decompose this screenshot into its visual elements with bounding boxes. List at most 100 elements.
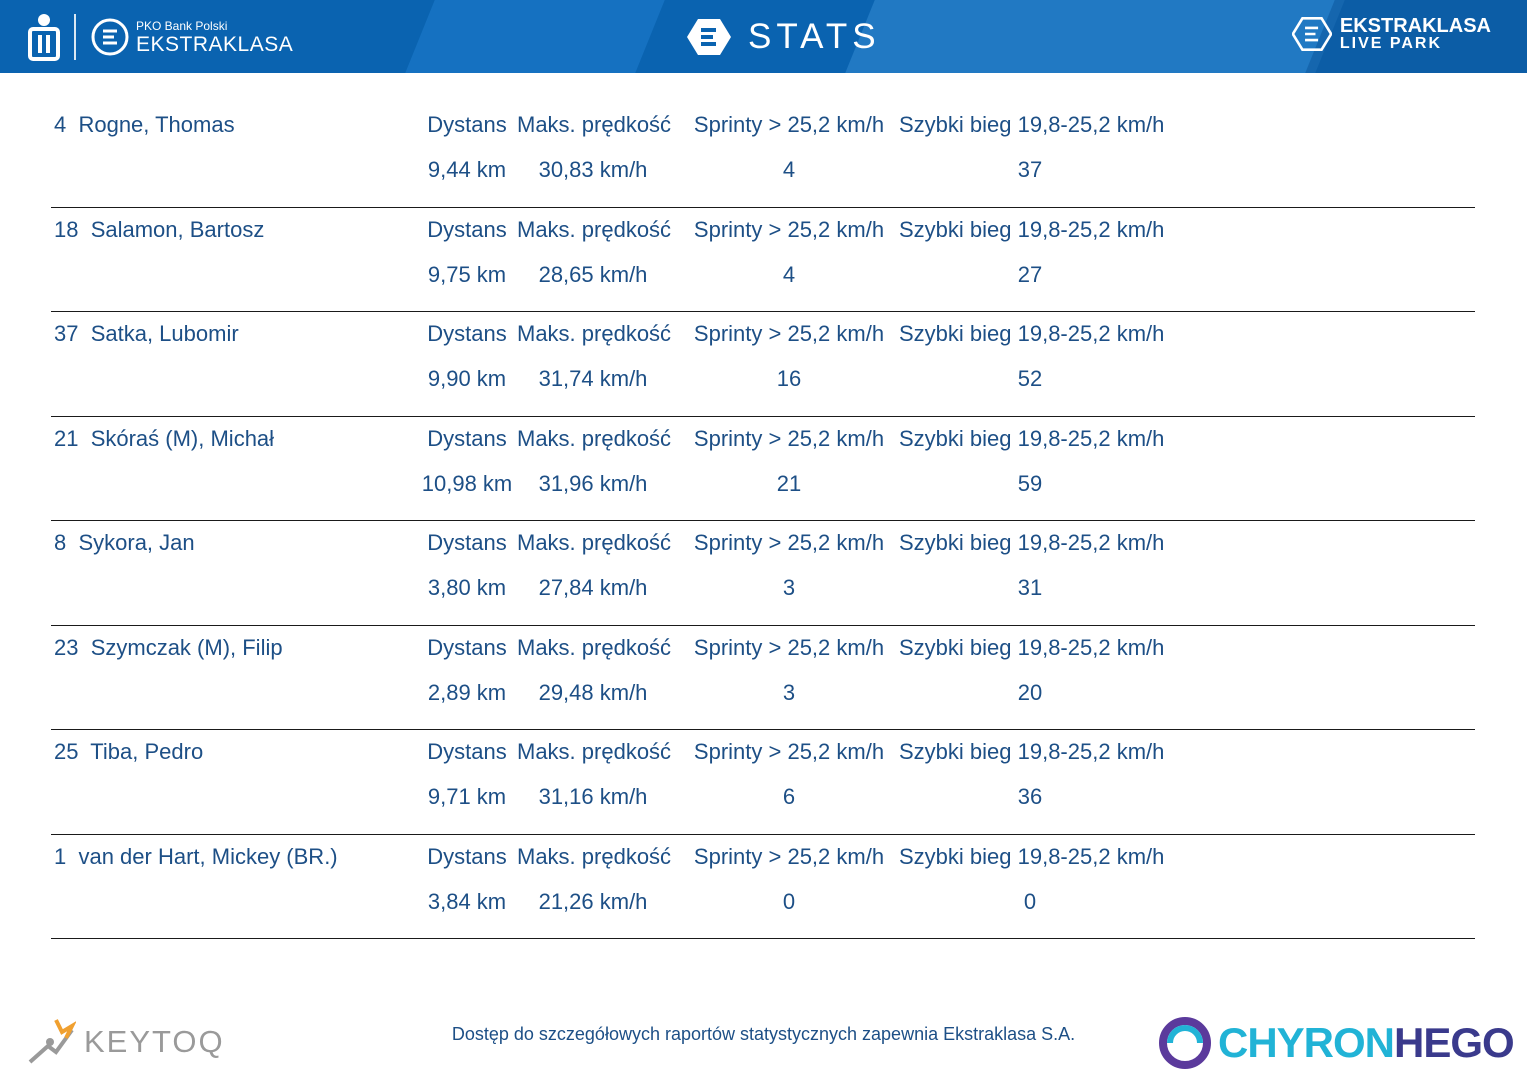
stats-title-text: STATS xyxy=(748,17,881,56)
max-speed-value: 30,83 km/h xyxy=(538,157,648,182)
distance-value: 3,84 km xyxy=(427,888,507,914)
sprints-label: Sprinty > 25,2 km/h xyxy=(693,112,885,137)
distance-label: Dystans xyxy=(427,112,507,137)
fast-runs-label: Szybki bieg 19,8-25,2 km/h xyxy=(899,216,1165,242)
player-row: 25 Tiba, Pedro Dystans Maks. prędkość Sp… xyxy=(51,730,1475,835)
fast-runs-label: Szybki bieg 19,8-25,2 km/h xyxy=(899,634,1165,660)
sprints-label: Sprinty > 25,2 km/h xyxy=(693,739,885,764)
max-speed-value: 31,16 km/h xyxy=(538,784,648,809)
player-name: 8 Sykora, Jan xyxy=(54,530,195,555)
player-name: 25 Tiba, Pedro xyxy=(54,739,204,764)
sprints-value: 0 xyxy=(782,888,796,914)
distance-value: 9,44 km xyxy=(427,157,507,182)
max-speed-label: Maks. prędkość xyxy=(517,425,672,451)
sprints-value: 3 xyxy=(782,575,796,600)
live-park-line1: EKSTRAKLASA xyxy=(1339,15,1491,37)
pko-bank-text: PKO Bank Polski xyxy=(136,18,228,33)
player-row: 37 Satka, Lubomir Dystans Maks. prędkość… xyxy=(51,312,1475,417)
logo-divider xyxy=(74,14,76,60)
player-stats-list: 4 Rogne, Thomas Dystans Maks. prędkość S… xyxy=(51,103,1475,939)
player-name: 1 van der Hart, Mickey (BR.) xyxy=(54,843,338,869)
fast-runs-value: 37 xyxy=(1017,157,1043,182)
header-stripe xyxy=(405,0,665,73)
pko-ekstraklasa-logo: PKO Bank Polski EKSTRAKLASA xyxy=(26,10,293,64)
max-speed-label: Maks. prędkość xyxy=(517,112,672,137)
player-name: 37 Satka, Lubomir xyxy=(54,321,239,346)
distance-label: Dystans xyxy=(427,530,507,555)
sprints-value: 6 xyxy=(782,784,796,809)
player-name: 23 Szymczak (M), Filip xyxy=(54,634,283,660)
sprints-value: 4 xyxy=(782,261,796,287)
fast-runs-value: 59 xyxy=(1017,470,1043,496)
sprints-label: Sprinty > 25,2 km/h xyxy=(693,216,885,242)
hego-text: HEGO xyxy=(1394,1019,1515,1066)
max-speed-value: 28,65 km/h xyxy=(538,261,648,287)
player-row: 4 Rogne, Thomas Dystans Maks. prędkość S… xyxy=(51,103,1475,208)
fast-runs-value: 27 xyxy=(1017,261,1043,287)
header-bar: PKO Bank Polski EKSTRAKLASA STATS EKSTRA… xyxy=(0,0,1527,73)
distance-value: 3,80 km xyxy=(427,575,507,600)
header-stripe xyxy=(845,0,1345,73)
sprints-label: Sprinty > 25,2 km/h xyxy=(693,425,885,451)
page-title: STATS xyxy=(686,14,881,60)
fast-runs-label: Szybki bieg 19,8-25,2 km/h xyxy=(899,843,1165,869)
player-row: 1 van der Hart, Mickey (BR.) Dystans Mak… xyxy=(51,835,1475,939)
distance-label: Dystans xyxy=(427,216,507,242)
sprints-value: 4 xyxy=(782,157,796,182)
player-name: 18 Salamon, Bartosz xyxy=(54,216,265,242)
fast-runs-value: 0 xyxy=(1023,888,1037,914)
sprints-value: 21 xyxy=(776,470,802,496)
fast-runs-label: Szybki bieg 19,8-25,2 km/h xyxy=(899,739,1165,764)
keytoq-text: KEYTOQ xyxy=(84,1024,225,1059)
max-speed-label: Maks. prędkość xyxy=(517,739,672,764)
sprints-label: Sprinty > 25,2 km/h xyxy=(693,843,885,869)
live-park-line2: LIVE PARK xyxy=(1339,35,1443,52)
fast-runs-value: 20 xyxy=(1017,679,1043,705)
fast-runs-label: Szybki bieg 19,8-25,2 km/h xyxy=(899,112,1165,137)
distance-value: 9,75 km xyxy=(427,261,507,287)
chyronhego-swirl-icon xyxy=(1159,1017,1211,1069)
keytoq-figure-icon xyxy=(28,1019,76,1064)
distance-label: Dystans xyxy=(427,634,507,660)
pko-piggybank-icon xyxy=(28,14,60,61)
fast-runs-value: 52 xyxy=(1017,366,1043,391)
player-name: 4 Rogne, Thomas xyxy=(54,112,235,137)
fast-runs-label: Szybki bieg 19,8-25,2 km/h xyxy=(899,425,1165,451)
distance-value: 10,98 km xyxy=(421,470,513,496)
ekstraklasa-e-icon xyxy=(687,19,731,55)
player-row: 23 Szymczak (M), Filip Dystans Maks. prę… xyxy=(51,626,1475,730)
keytoq-logo: KEYTOQ xyxy=(26,1016,225,1068)
ekstraklasa-badge-icon xyxy=(91,18,129,56)
max-speed-label: Maks. prędkość xyxy=(517,321,672,346)
sprints-label: Sprinty > 25,2 km/h xyxy=(693,321,885,346)
fast-runs-label: Szybki bieg 19,8-25,2 km/h xyxy=(899,321,1165,346)
player-name: 21 Skóraś (M), Michał xyxy=(54,425,275,451)
max-speed-value: 29,48 km/h xyxy=(538,679,648,705)
distance-value: 9,71 km xyxy=(427,784,507,809)
chyronhego-logo: CHYRON HEGO xyxy=(1158,1016,1515,1070)
max-speed-value: 31,74 km/h xyxy=(538,366,648,391)
max-speed-label: Maks. prędkość xyxy=(517,530,672,555)
ekstraklasa-live-park-logo: EKSTRAKLASA LIVE PARK xyxy=(1291,14,1491,54)
distance-label: Dystans xyxy=(427,843,507,869)
sprints-label: Sprinty > 25,2 km/h xyxy=(693,530,885,555)
max-speed-value: 31,96 km/h xyxy=(538,470,648,496)
max-speed-label: Maks. prędkość xyxy=(517,843,672,869)
distance-value: 2,89 km xyxy=(427,679,507,705)
player-row: 18 Salamon, Bartosz Dystans Maks. prędko… xyxy=(51,208,1475,312)
sprints-value: 3 xyxy=(782,679,796,705)
player-row: 21 Skóraś (M), Michał Dystans Maks. pręd… xyxy=(51,417,1475,521)
max-speed-value: 27,84 km/h xyxy=(538,575,648,600)
chyron-text: CHYRON xyxy=(1218,1019,1395,1066)
fast-runs-label: Szybki bieg 19,8-25,2 km/h xyxy=(899,530,1165,555)
live-park-e-icon xyxy=(1291,17,1332,51)
distance-label: Dystans xyxy=(427,425,507,451)
max-speed-label: Maks. prędkość xyxy=(517,634,672,660)
league-text: EKSTRAKLASA xyxy=(136,32,294,56)
fast-runs-value: 31 xyxy=(1017,575,1043,600)
fast-runs-value: 36 xyxy=(1017,784,1043,809)
distance-value: 9,90 km xyxy=(427,366,507,391)
max-speed-label: Maks. prędkość xyxy=(517,216,672,242)
footer-note: Dostęp do szczegółowych raportów statyst… xyxy=(451,1024,1076,1044)
sprints-label: Sprinty > 25,2 km/h xyxy=(693,634,885,660)
